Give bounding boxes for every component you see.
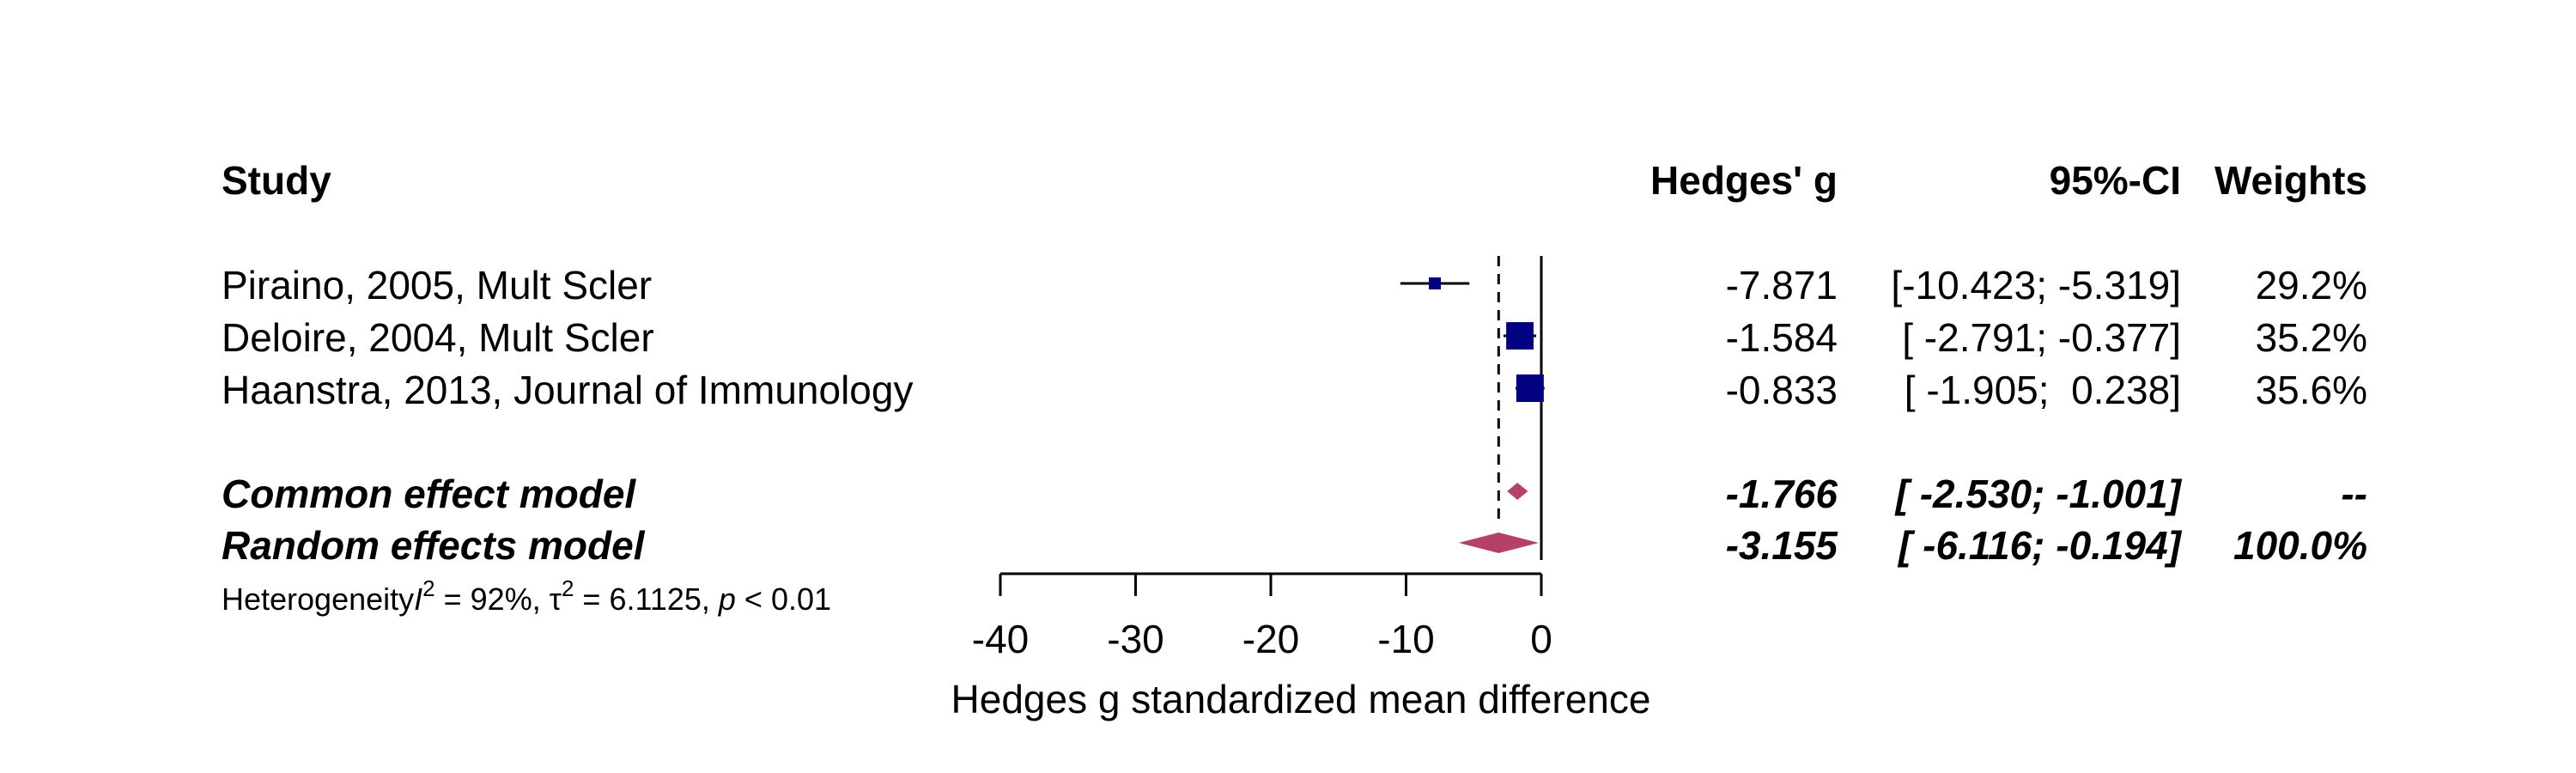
model-diamond	[1458, 533, 1539, 553]
x-tick-label: -30	[1107, 617, 1163, 661]
forest-marks: -40 -30 -20 -10 0	[972, 256, 1552, 661]
study-label: Piraino, 2005, Mult Scler	[222, 263, 652, 307]
i2-symbol: I	[414, 581, 422, 617]
model-ci: [ -2.530; -1.001]	[1894, 472, 2183, 516]
study-row-3: Haanstra, 2013, Journal of Immunology -0…	[222, 368, 2367, 412]
p-symbol: p	[718, 581, 736, 617]
study-weight: 35.6%	[2256, 368, 2367, 412]
x-axis-label: Hedges g standardized mean difference	[951, 677, 1651, 721]
study-square	[1429, 277, 1442, 289]
model-label: Random effects model	[222, 523, 646, 568]
header-study: Study	[222, 158, 331, 203]
tau-value: = 6.1125,	[574, 581, 718, 617]
study-row-1: Piraino, 2005, Mult Scler -7.871 [-10.42…	[222, 263, 2367, 307]
model-label: Common effect model	[222, 472, 636, 516]
model-effect: -3.155	[1726, 523, 1839, 568]
study-ci: [ -2.791; -0.377]	[1902, 315, 2181, 360]
study-ci: [-10.423; -5.319]	[1891, 263, 2181, 307]
i2-value: = 92%,	[435, 581, 550, 617]
x-tick-label: -20	[1242, 617, 1299, 661]
x-tick-label: -40	[972, 617, 1029, 661]
model-weight: 100.0%	[2233, 523, 2367, 568]
study-weight: 35.2%	[2256, 315, 2367, 360]
x-tick-label: -10	[1377, 617, 1434, 661]
model-row-random: Random effects model -3.155 [ -6.116; -0…	[222, 523, 2367, 568]
header-ci: 95%-CI	[2050, 158, 2181, 203]
model-row-common: Common effect model -1.766 [ -2.530; -1.…	[222, 472, 2367, 516]
model-ci: [ -6.116; -0.194]	[1897, 523, 2183, 568]
p-value: < 0.01	[736, 581, 831, 617]
heterogeneity-text: HeterogeneityI2 = 92%, τ2 = 6.1125, p < …	[222, 575, 831, 617]
i2-superscript: 2	[422, 575, 434, 601]
tau-symbol: τ	[550, 581, 562, 617]
model-effect: -1.766	[1726, 472, 1838, 516]
study-label: Deloire, 2004, Mult Scler	[222, 315, 654, 360]
header-weights: Weights	[2215, 158, 2367, 203]
study-label: Haanstra, 2013, Journal of Immunology	[222, 368, 913, 412]
study-square	[1516, 374, 1544, 402]
study-row-2: Deloire, 2004, Mult Scler -1.584 [ -2.79…	[222, 315, 2367, 360]
heterogeneity-prefix: Heterogeneity	[222, 581, 414, 617]
study-effect: -0.833	[1726, 368, 1838, 412]
x-tick-label: 0	[1530, 617, 1552, 661]
study-effect: -7.871	[1726, 263, 1838, 307]
header-effect: Hedges' g	[1650, 158, 1838, 203]
study-ci: [ -1.905; 0.238]	[1905, 368, 2181, 412]
study-square	[1506, 322, 1534, 350]
study-weight: 29.2%	[2256, 263, 2367, 307]
study-effect: -1.584	[1726, 315, 1838, 360]
model-weight: --	[2341, 472, 2367, 516]
model-diamond	[1507, 483, 1528, 500]
tau-superscript: 2	[562, 575, 574, 601]
